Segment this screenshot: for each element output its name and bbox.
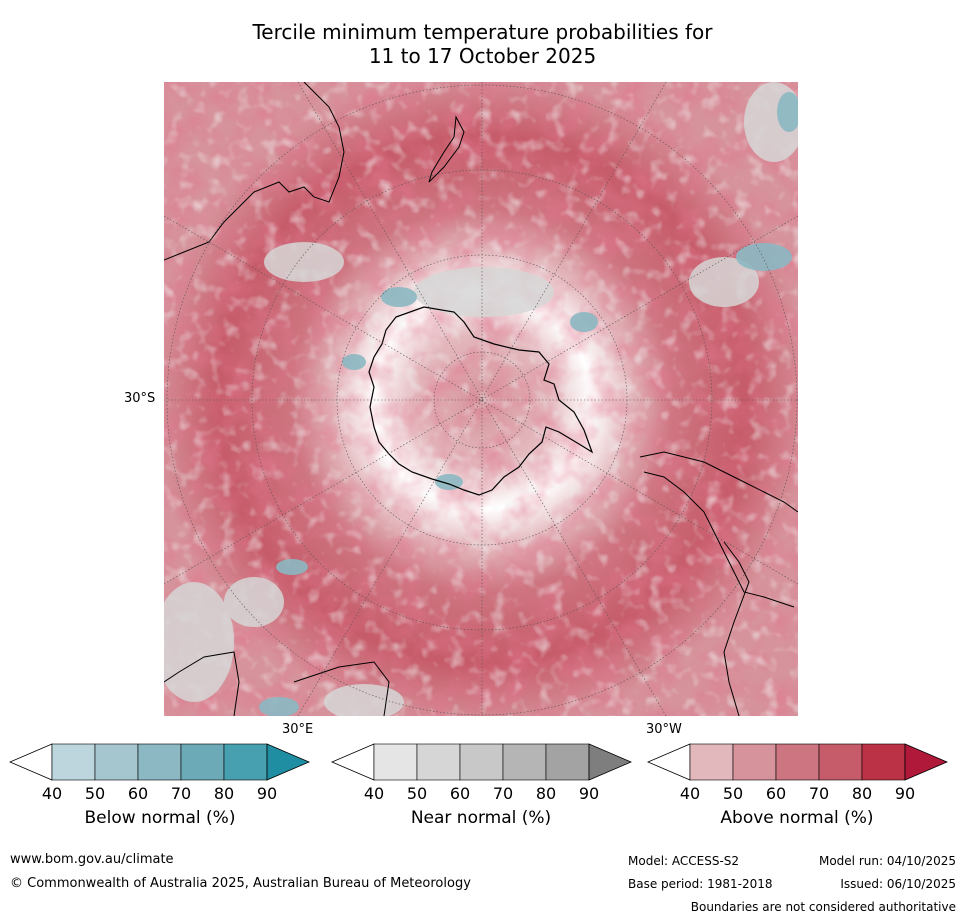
colorbar-near: 40 50 60 70 80 90 xyxy=(330,743,633,807)
below-colorbar-segment xyxy=(180,743,225,781)
probability-map[interactable] xyxy=(164,82,798,716)
model-run-text: Model run: 04/10/2025 xyxy=(818,854,956,868)
website-link[interactable]: www.bom.gov.au/climate xyxy=(10,852,174,867)
colorbar-above: 40 50 60 70 80 90 xyxy=(646,743,949,807)
above-colorbar-upper-extend xyxy=(904,743,949,781)
near-colorbar-tick-label: 80 xyxy=(536,784,556,803)
above-colorbar-tick-label: 80 xyxy=(852,784,872,803)
model-text: Model: ACCESS-S2 xyxy=(628,854,740,868)
above-colorbar-lower-extend xyxy=(646,743,691,781)
south-america-coastline-3 xyxy=(723,541,750,716)
map-svg xyxy=(164,82,798,716)
new-zealand-coastline xyxy=(428,115,465,183)
above-colorbar-tick-label: 40 xyxy=(680,784,700,803)
below-colorbar-tick-label: 60 xyxy=(128,784,148,803)
below-colorbar-segment xyxy=(94,743,139,781)
africa-coastline xyxy=(164,651,240,716)
above-colorbar-segment xyxy=(689,743,734,781)
south-america-coastline-2 xyxy=(643,471,795,608)
near-colorbar-tick-label: 40 xyxy=(364,784,384,803)
below-colorbar-tick-label: 40 xyxy=(42,784,62,803)
copyright-text: © Commonwealth of Australia 2025, Austra… xyxy=(10,876,471,891)
map-title: Tercile minimum temperature probabilitie… xyxy=(0,20,965,68)
above-colorbar-segment xyxy=(818,743,863,781)
madagascar-coastline xyxy=(293,661,390,716)
above-colorbar-segment xyxy=(861,743,906,781)
title-line-1: Tercile minimum temperature probabilitie… xyxy=(252,20,713,44)
above-colorbar-tick-label: 70 xyxy=(809,784,829,803)
below-colorbar-tick-label: 50 xyxy=(85,784,105,803)
near-colorbar-segment xyxy=(459,743,504,781)
disclaimer-text: Boundaries are not considered authoritat… xyxy=(690,900,956,914)
colorbar-above-title: Above normal (%) xyxy=(720,808,874,828)
south-america-coastline xyxy=(639,451,798,513)
near-colorbar-lower-extend xyxy=(330,743,375,781)
antarctica-coastline xyxy=(368,306,594,496)
graticule xyxy=(164,82,798,716)
below-colorbar-tick-label: 90 xyxy=(257,784,277,803)
colorbar-below-svg: 40 50 60 70 80 90 xyxy=(8,743,311,803)
below-colorbar-segment xyxy=(223,743,268,781)
base-period-text: Base period: 1981-2018 xyxy=(628,877,773,891)
lat-label-30s: 30°S xyxy=(124,391,156,406)
near-colorbar-tick-label: 70 xyxy=(493,784,513,803)
near-normal-patches xyxy=(164,82,798,716)
below-colorbar-tick-label: 70 xyxy=(171,784,191,803)
near-colorbar-segment xyxy=(502,743,547,781)
near-colorbar-tick-label: 90 xyxy=(579,784,599,803)
title-line-2: 11 to 17 October 2025 xyxy=(368,44,597,68)
below-colorbar-upper-extend xyxy=(266,743,311,781)
above-colorbar-tick-label: 90 xyxy=(895,784,915,803)
below-colorbar-lower-extend xyxy=(8,743,53,781)
near-colorbar-tick-label: 50 xyxy=(407,784,427,803)
lon-label-30e: 30°E xyxy=(282,722,314,737)
above-colorbar-tick-label: 60 xyxy=(766,784,786,803)
near-colorbar-tick-label: 60 xyxy=(450,784,470,803)
below-colorbar-tick-label: 80 xyxy=(214,784,234,803)
above-colorbar-segment xyxy=(775,743,820,781)
colorbar-near-title: Near normal (%) xyxy=(410,808,552,828)
near-colorbar-segment xyxy=(545,743,590,781)
colorbar-below-title: Below normal (%) xyxy=(84,808,236,828)
issued-text: Issued: 06/10/2025 xyxy=(840,877,956,891)
above-colorbar-segment xyxy=(732,743,777,781)
colorbar-below: 40 50 60 70 80 90 xyxy=(8,743,311,807)
below-normal-patches xyxy=(259,92,798,716)
near-colorbar-upper-extend xyxy=(588,743,633,781)
australia-coastline xyxy=(164,82,345,261)
below-colorbar-segment xyxy=(51,743,96,781)
colorbar-near-svg: 40 50 60 70 80 90 xyxy=(330,743,633,803)
colorbar-above-svg: 40 50 60 70 80 90 xyxy=(646,743,949,803)
near-colorbar-segment xyxy=(373,743,418,781)
above-colorbar-tick-label: 50 xyxy=(723,784,743,803)
near-colorbar-segment xyxy=(416,743,461,781)
lon-label-30w: 30°W xyxy=(646,722,682,737)
below-colorbar-segment xyxy=(137,743,182,781)
